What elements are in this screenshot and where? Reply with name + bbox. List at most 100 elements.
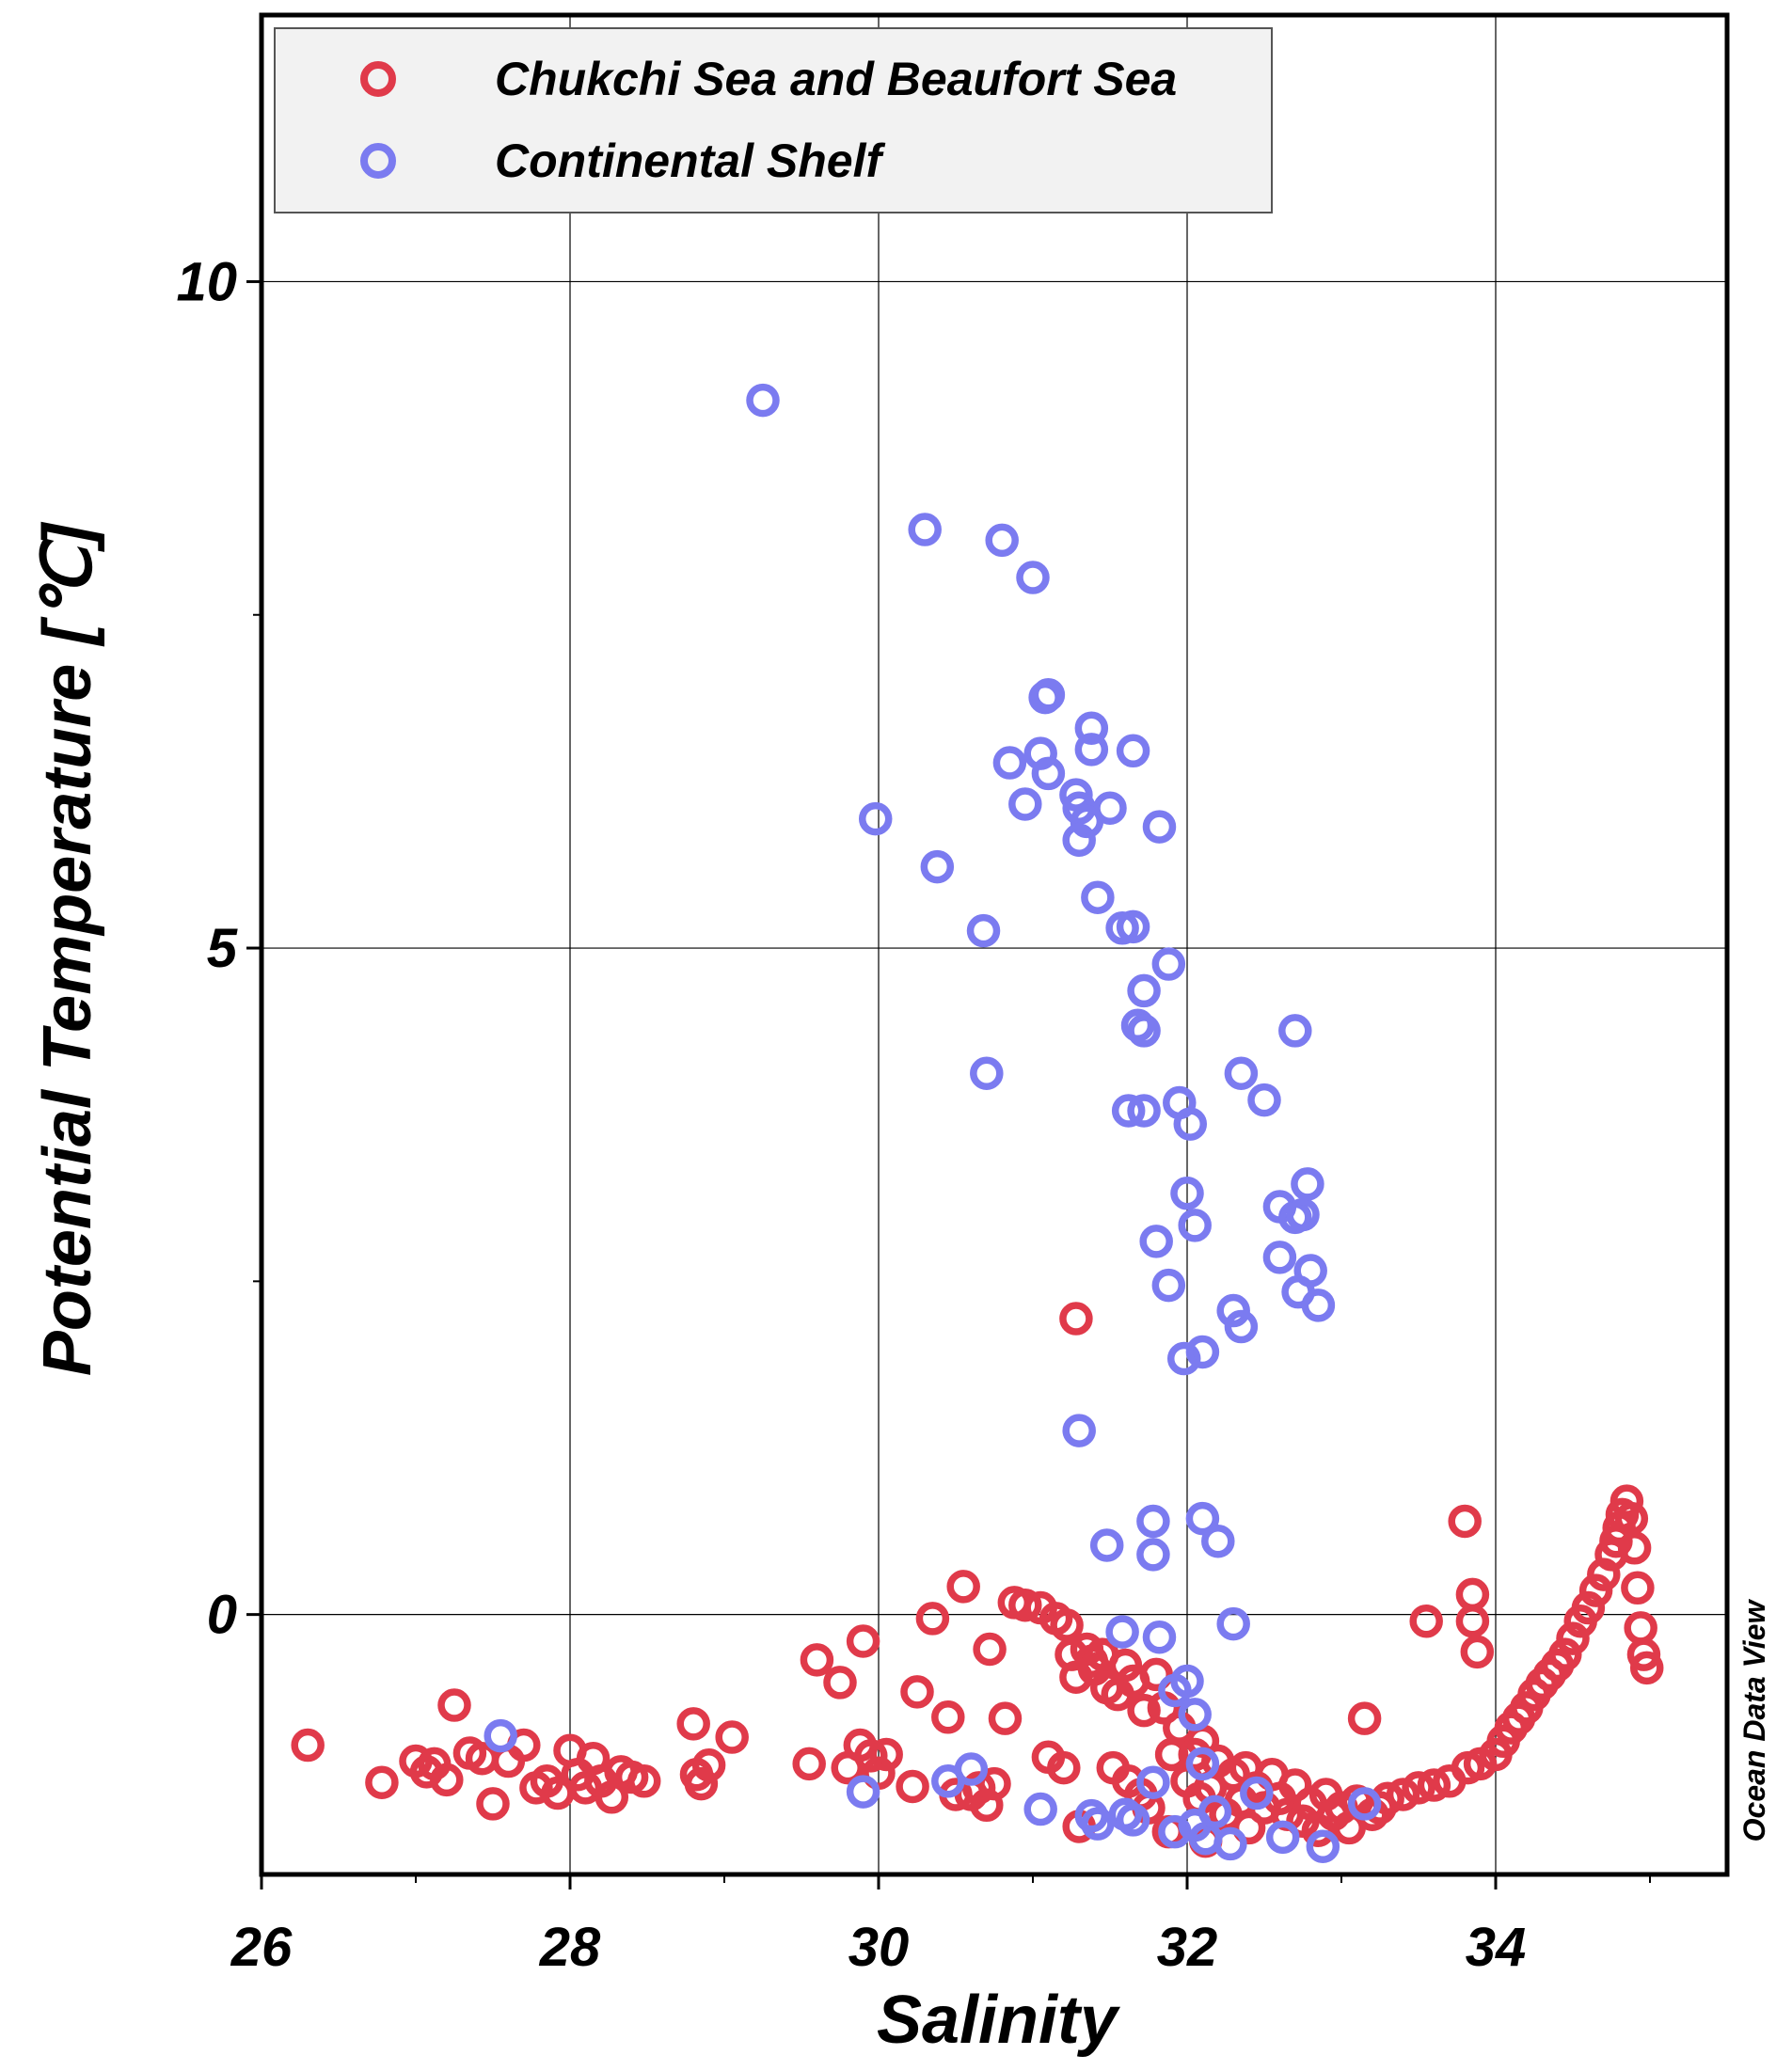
continental-shelf-point [1139, 1225, 1173, 1258]
chukchi-beaufort-point [823, 1666, 857, 1699]
continental-shelf-point [954, 1752, 989, 1786]
chukchi-beaufort-point [1548, 1637, 1582, 1671]
chukchi-beaufort-point [430, 1763, 464, 1797]
continental-shelf-point [992, 746, 1027, 780]
legend-label-continental-shelf: Continental Shelf [495, 134, 885, 187]
chukchi-beaufort-point [896, 1769, 929, 1804]
continental-shelf-point [1127, 1014, 1161, 1048]
continental-shelf-point [970, 1056, 1004, 1091]
continental-shelf-point [1291, 1167, 1324, 1201]
continental-shelf-point [1262, 1241, 1297, 1274]
continental-shelf-point [1089, 1528, 1124, 1562]
continental-shelf-point [1093, 791, 1127, 825]
x-tick-label: 32 [1157, 1917, 1218, 1978]
continental-shelf-point [1286, 1197, 1320, 1232]
chukchi-beaufort-point [1556, 1621, 1590, 1655]
continental-shelf-point [1059, 778, 1093, 812]
chukchi-beaufort-point [946, 1570, 980, 1604]
continental-shelf-point [1166, 1341, 1201, 1376]
continental-shelf-point [1142, 1620, 1177, 1654]
continental-shelf-point [1247, 1083, 1281, 1117]
continental-shelf-point [1178, 1209, 1212, 1242]
y-tick-label: 5 [207, 918, 238, 979]
chukchi-beaufort-point [1448, 1504, 1482, 1539]
continental-shelf-point [1197, 1794, 1232, 1829]
chukchi-beaufort-point [676, 1707, 710, 1741]
chukchi-beaufort-point [715, 1720, 749, 1754]
continental-shelf-point [966, 913, 1001, 948]
chukchi-beaufort-point [291, 1728, 325, 1763]
chukchi-beaufort-point [684, 1766, 719, 1801]
continental-shelf-point [1240, 1776, 1274, 1810]
legend-label-chukchi: Chukchi Sea and Beaufort Sea [495, 53, 1177, 105]
continental-shelf-point [1074, 711, 1109, 745]
chukchi-beaufort-point [626, 1764, 661, 1798]
continental-shelf-point [1347, 1787, 1382, 1821]
continental-shelf-point [1216, 1293, 1250, 1328]
legend-marker-continental-shelf [360, 143, 396, 179]
continental-shelf-point [1201, 1524, 1235, 1558]
chukchi-beaufort-point [1008, 1588, 1042, 1622]
tick-labels: 26 28 30 32 34 0 5 10 [176, 251, 1526, 1978]
continental-shelf-point [1008, 787, 1042, 821]
chukchi-beaufort-point [1402, 1771, 1435, 1805]
continental-shelf-point [1142, 810, 1177, 844]
continental-shelf-point [1111, 1094, 1146, 1128]
chukchi-beaufort-point [1108, 1648, 1143, 1683]
x-tick-label: 26 [230, 1917, 293, 1978]
continental-shelf-point [1031, 678, 1066, 712]
chukchi-beaufort-point [1621, 1571, 1655, 1605]
chukchi-beaufort-point [1127, 1693, 1161, 1728]
continental-shelf-point [1023, 1792, 1057, 1826]
continental-shelf-point [1016, 561, 1050, 594]
chukchi-beaufort-point [691, 1748, 726, 1782]
chukchi-beaufort-point [1047, 1750, 1081, 1785]
continental-shelf-point [1127, 1094, 1161, 1128]
continental-shelf-point [484, 1718, 517, 1753]
legend: Chukchi Sea and Beaufort Sea Continental… [274, 27, 1273, 213]
axis-ticks [246, 279, 1651, 1889]
chukchi-beaufort-point [1231, 1810, 1266, 1845]
chukchi-beaufort-point [1409, 1604, 1443, 1638]
watermark-label: Ocean Data View [1737, 1599, 1771, 1842]
continental-shelf-point [1031, 756, 1066, 791]
continental-shelf-point [1116, 909, 1150, 944]
continental-shelf-point [1213, 1826, 1247, 1861]
chukchi-beaufort-point [437, 1688, 471, 1722]
chukchi-beaufort-point [476, 1787, 510, 1821]
data-points [291, 383, 1664, 1863]
continental-shelf-point [1170, 1177, 1204, 1210]
x-axis-title: Salinity [877, 1983, 1121, 2058]
continental-shelf-point [1136, 1538, 1170, 1572]
chukchi-beaufort-point [1050, 1608, 1084, 1642]
continental-shelf-point [1074, 733, 1109, 767]
y-tick-label: 10 [176, 251, 237, 312]
continental-shelf-point [1265, 1820, 1300, 1855]
continental-shelf-point [1178, 1698, 1212, 1731]
y-tick-label: 0 [207, 1585, 237, 1646]
chukchi-beaufort-point [869, 1737, 903, 1772]
continental-shelf-point [1224, 1309, 1259, 1344]
continental-shelf-point [1224, 1056, 1259, 1091]
continental-shelf-point [746, 383, 780, 418]
chukchi-beaufort-point [1139, 1657, 1173, 1692]
chukchi-beaufort-point [1629, 1651, 1664, 1685]
continental-shelf-point [1127, 973, 1161, 1008]
chukchi-beaufort-point [988, 1701, 1023, 1735]
chukchi-beaufort-point [1610, 1484, 1644, 1518]
chukchi-beaufort-point [973, 1632, 1007, 1667]
continental-shelf-point [1062, 823, 1096, 857]
chukchi-beaufort-point [961, 1771, 996, 1805]
legend-marker-chukchi [360, 61, 396, 97]
chukchi-beaufort-point [900, 1675, 934, 1709]
chukchi-beaufort-point [1347, 1701, 1382, 1735]
continental-shelf-point [1278, 1014, 1312, 1048]
continental-shelf-point [1116, 734, 1150, 768]
chukchi-beaufort-point [1417, 1768, 1451, 1802]
continental-shelf-point [1136, 1765, 1170, 1799]
chukchi-beaufort-point [1455, 1604, 1490, 1638]
continental-shelf-point [1216, 1606, 1250, 1641]
continental-shelf-point [1116, 1803, 1150, 1837]
chukchi-beaufort-point [1460, 1635, 1495, 1669]
